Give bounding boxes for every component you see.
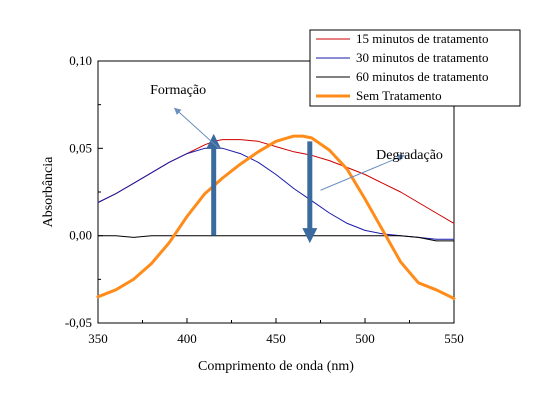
x-tick-label: 500	[355, 331, 375, 346]
y-tick-label: -0,05	[65, 315, 92, 330]
x-tick-label: 450	[266, 331, 286, 346]
legend-label-2: 30 minutos de tratamento	[356, 50, 489, 65]
legend-label-1: 15 minutos de tratamento	[356, 31, 489, 46]
y-tick-label: 0,00	[69, 228, 92, 243]
series-line-2	[97, 147, 455, 240]
annotation-layer: Formação Degradação	[150, 83, 443, 244]
annotation-arrow-1	[174, 107, 220, 149]
series-layer	[96, 134, 456, 300]
y-axis-label: Absorbância	[41, 156, 56, 228]
legend-label-4: Sem Tratamento	[356, 88, 442, 103]
y-tick-label: 0,05	[69, 140, 92, 155]
x-axis: 350 400 450 500 550	[88, 318, 464, 346]
y-axis: -0,05 0,00 0,05 0,10	[65, 53, 103, 330]
y-tick-label: 0,10	[69, 53, 92, 68]
series-line-3	[97, 235, 455, 242]
x-axis-label: Comprimento de onda (nm)	[198, 359, 354, 374]
annotation-label-2: Degradação	[376, 148, 443, 163]
annotation-label-1: Formação	[150, 83, 206, 98]
x-tick-label: 550	[444, 331, 464, 346]
annotation-arrow-2	[320, 154, 405, 191]
legend: 15 minutos de tratamento 30 minutos de tr…	[309, 29, 521, 107]
legend-label-3: 60 minutos de tratamento	[356, 69, 489, 84]
series-line-4	[96, 134, 456, 300]
x-tick-label: 350	[88, 331, 108, 346]
x-tick-label: 400	[177, 331, 197, 346]
legend-box	[309, 29, 521, 107]
